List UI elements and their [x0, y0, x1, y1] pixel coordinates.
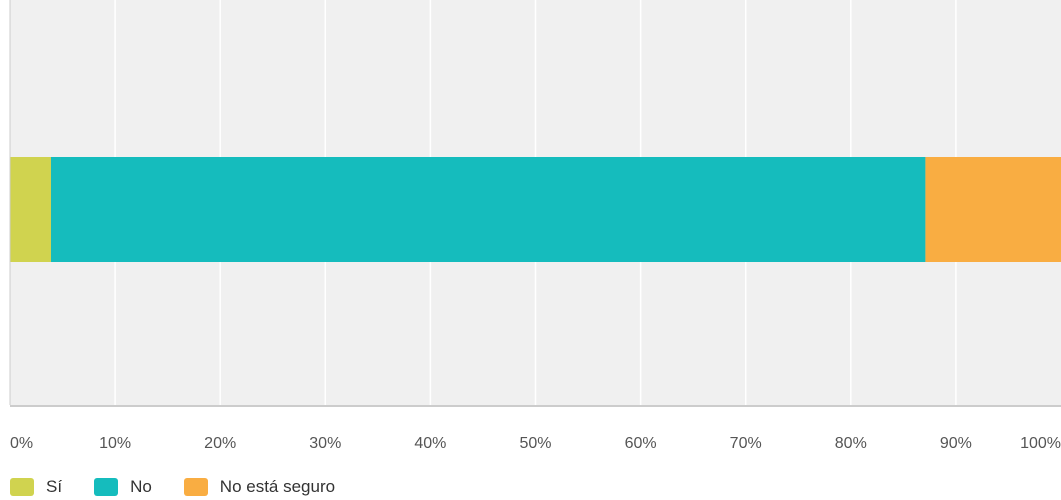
- legend-swatch-no-esta-seguro: [183, 478, 208, 496]
- legend-item-si: Sí: [10, 477, 62, 497]
- legend-label-no: No: [130, 477, 152, 496]
- x-tick-labels: 0% 10% 20% 30% 40% 50% 60% 70% 80% 90% 100%: [10, 435, 1061, 452]
- x-tick-label: 100%: [1020, 435, 1061, 452]
- legend: Sí No No está seguro: [10, 476, 367, 498]
- bar-segment-no: [50, 157, 926, 262]
- x-tick-label: 90%: [940, 435, 972, 452]
- legend-item-no-esta-seguro: No está seguro: [183, 477, 336, 497]
- x-tick-label: 30%: [309, 435, 341, 452]
- stacked-bar-chart: 0% 10% 20% 30% 40% 50% 60% 70% 80% 90% 100%: [9, 0, 1061, 452]
- legend-item-no: No: [94, 477, 152, 497]
- x-tick-label: 0%: [10, 435, 33, 452]
- x-tick-label: 20%: [204, 435, 236, 452]
- x-tick-label: 80%: [835, 435, 867, 452]
- x-tick-label: 60%: [625, 435, 657, 452]
- legend-label-no-esta-seguro: No está seguro: [219, 477, 336, 496]
- bar-segment-si: [10, 157, 51, 262]
- x-tick-label: 70%: [730, 435, 762, 452]
- x-tick-label: 50%: [519, 435, 551, 452]
- legend-swatch-no: [94, 478, 119, 496]
- x-tick-label: 40%: [414, 435, 446, 452]
- bar-segment-no-esta-seguro: [925, 157, 1061, 262]
- legend-swatch-si: [10, 478, 34, 496]
- x-tick-label: 10%: [99, 435, 131, 452]
- legend-label-si: Sí: [46, 477, 63, 496]
- bar-segments: [10, 157, 1061, 262]
